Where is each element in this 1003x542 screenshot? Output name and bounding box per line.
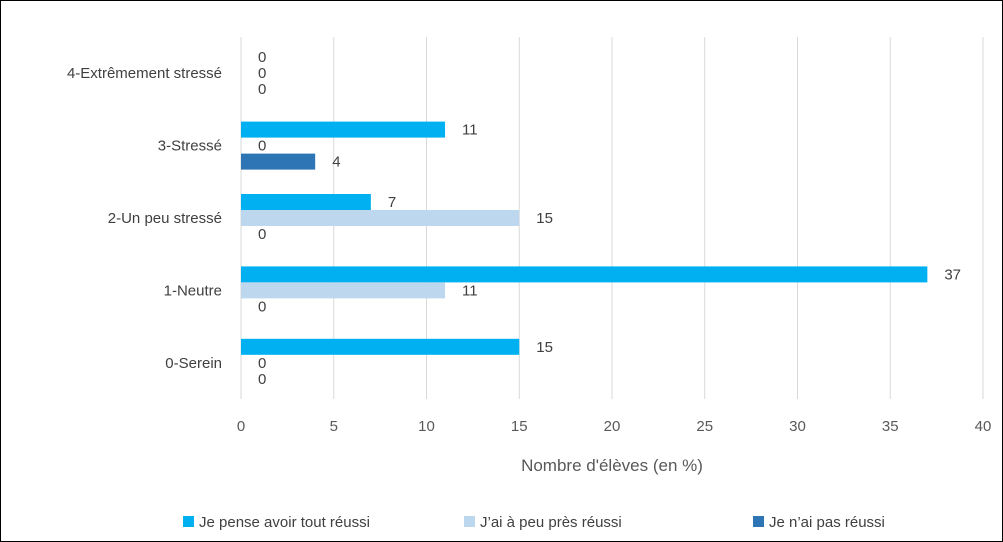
x-tick-label: 20 bbox=[604, 418, 621, 435]
bars bbox=[241, 121, 928, 355]
data-label-j-ai-a-peu-pres-reussi-0-serein: 0 bbox=[258, 355, 266, 372]
legend-label-je-pense-avoir-tout-reussi: Je pense avoir tout réussi bbox=[199, 514, 370, 531]
legend-swatch-je-n-ai-pas-reussi bbox=[753, 516, 764, 527]
data-label-je-n-ai-pas-reussi-1-neutre: 0 bbox=[258, 298, 266, 315]
gridlines bbox=[240, 37, 984, 399]
data-label-je-n-ai-pas-reussi-2-un-peu-stresse: 0 bbox=[258, 226, 266, 243]
x-tick-label: 30 bbox=[789, 418, 806, 435]
x-tick-label: 10 bbox=[418, 418, 435, 435]
x-tick-label: 0 bbox=[237, 418, 245, 435]
data-label-je-pense-avoir-tout-reussi-0-serein: 15 bbox=[536, 339, 553, 356]
data-label-je-n-ai-pas-reussi-0-serein: 0 bbox=[258, 371, 266, 388]
bar-j-ai-a-peu-pres-reussi-1-neutre bbox=[241, 282, 446, 299]
legend-swatch-je-pense-avoir-tout-reussi bbox=[183, 516, 194, 527]
legend-label-je-n-ai-pas-reussi: Je n’ai pas réussi bbox=[769, 514, 885, 531]
value-axis: 0 5 10 15 20 25 30 35 40 bbox=[237, 418, 992, 435]
bar-j-ai-a-peu-pres-reussi-2-un-peu-stresse bbox=[241, 210, 520, 226]
data-label-j-ai-a-peu-pres-reussi-3-stresse: 0 bbox=[258, 138, 266, 155]
category-label-1-neutre: 1-Neutre bbox=[164, 282, 222, 299]
data-label-je-pense-avoir-tout-reussi-2-un-peu-stresse: 7 bbox=[388, 194, 396, 211]
x-tick-label: 40 bbox=[975, 418, 992, 435]
legend-swatch-j-ai-a-peu-pres-reussi bbox=[464, 516, 475, 527]
data-label-je-pense-avoir-tout-reussi-3-stresse: 11 bbox=[462, 122, 478, 139]
data-label-je-pense-avoir-tout-reussi-1-neutre: 37 bbox=[944, 266, 961, 283]
bar-je-pense-avoir-tout-reussi-2-un-peu-stresse bbox=[241, 194, 371, 210]
bar-je-pense-avoir-tout-reussi-3-stresse bbox=[241, 121, 446, 138]
data-label-je-pense-avoir-tout-reussi-4-extremement-stresse: 0 bbox=[258, 49, 266, 66]
category-axis: 0-Serein 1-Neutre 2-Un peu stressé 3-Stress… bbox=[67, 65, 222, 372]
category-label-2-un-peu-stresse: 2-Un peu stressé bbox=[108, 210, 222, 227]
legend: Je pense avoir tout réussi J’ai à peu prè… bbox=[183, 514, 885, 531]
data-label-j-ai-a-peu-pres-reussi-2-un-peu-stresse: 15 bbox=[536, 210, 553, 227]
bar-je-pense-avoir-tout-reussi-0-serein bbox=[241, 338, 520, 355]
category-label-3-stresse: 3-Stressé bbox=[158, 138, 222, 155]
category-label-0-serein: 0-Serein bbox=[165, 355, 222, 372]
data-label-je-n-ai-pas-reussi-3-stresse: 4 bbox=[332, 154, 340, 171]
data-label-je-n-ai-pas-reussi-4-extremement-stresse: 0 bbox=[258, 81, 266, 98]
x-tick-label: 25 bbox=[696, 418, 713, 435]
data-label-j-ai-a-peu-pres-reussi-4-extremement-stresse: 0 bbox=[258, 65, 266, 82]
legend-label-j-ai-a-peu-pres-reussi: J’ai à peu près réussi bbox=[480, 514, 622, 531]
x-axis-title: Nombre d'élèves (en %) bbox=[521, 456, 703, 475]
bar-je-n-ai-pas-reussi-3-stresse bbox=[241, 153, 316, 170]
x-tick-label: 15 bbox=[511, 418, 528, 435]
data-label-j-ai-a-peu-pres-reussi-1-neutre: 11 bbox=[462, 282, 478, 299]
bar-je-pense-avoir-tout-reussi-1-neutre bbox=[241, 266, 928, 283]
x-tick-label: 5 bbox=[330, 418, 338, 435]
x-tick-label: 35 bbox=[882, 418, 899, 435]
category-label-4-extremement-stresse: 4-Extrêmement stressé bbox=[67, 65, 222, 82]
